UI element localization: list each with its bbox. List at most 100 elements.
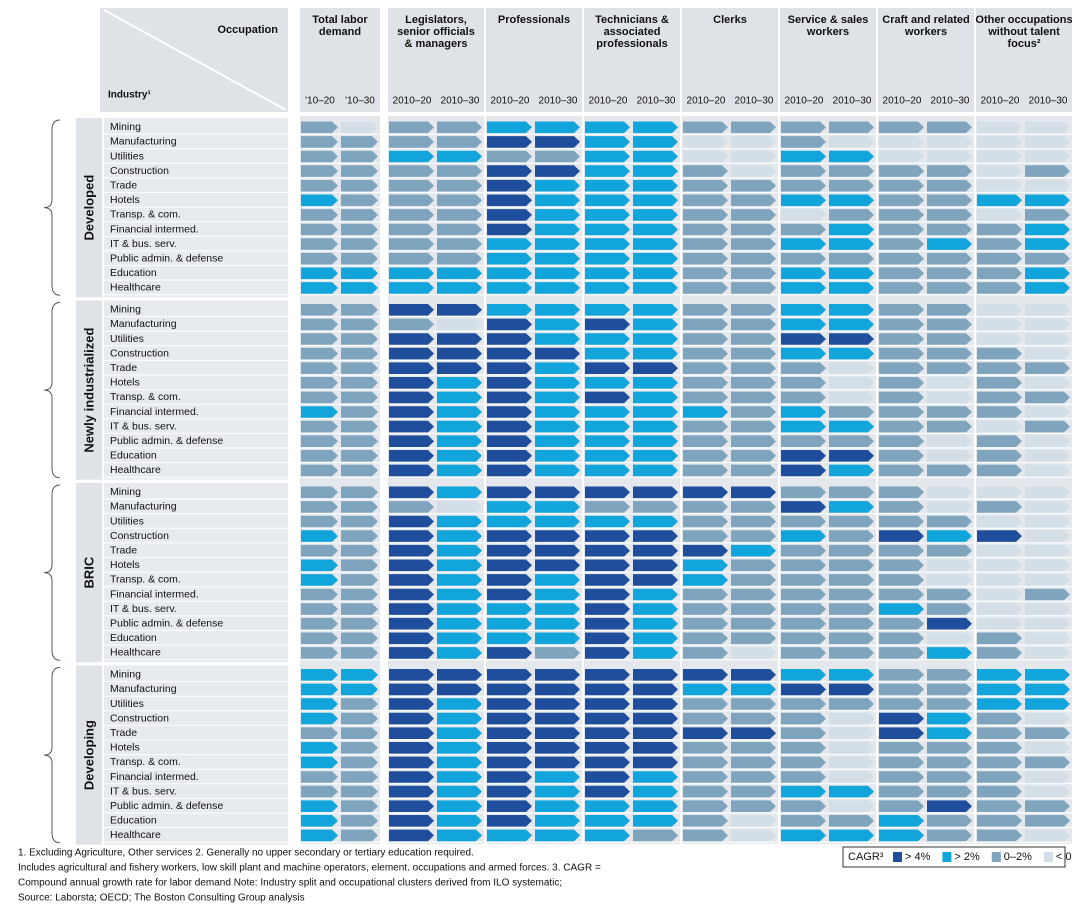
cell-chevron bbox=[781, 252, 826, 265]
cell-chevron bbox=[829, 136, 874, 148]
period-label: 2010–30 bbox=[1029, 96, 1068, 107]
cell-chevron bbox=[301, 647, 338, 659]
cell-chevron bbox=[683, 179, 728, 192]
cell-chevron bbox=[301, 420, 338, 433]
cell-chevron bbox=[341, 194, 378, 207]
industry-label: Education bbox=[110, 815, 157, 827]
cell-chevron bbox=[301, 391, 338, 404]
group-label-band bbox=[76, 118, 102, 298]
cell-chevron bbox=[731, 632, 776, 645]
footnote: Includes agricultural and fishery worker… bbox=[18, 863, 601, 874]
cell-chevron bbox=[389, 435, 434, 447]
cell-chevron bbox=[1025, 304, 1070, 316]
cell-chevron bbox=[389, 712, 434, 725]
cell-chevron bbox=[437, 238, 482, 250]
cell-chevron bbox=[437, 304, 482, 316]
industry-label: Mining bbox=[110, 669, 141, 681]
cell-chevron bbox=[535, 588, 580, 601]
cell-chevron bbox=[437, 742, 482, 754]
cell-chevron bbox=[829, 252, 874, 265]
cell-chevron bbox=[1025, 617, 1070, 630]
cell-chevron bbox=[585, 304, 630, 316]
cell-chevron bbox=[1025, 252, 1070, 265]
industry-label: Construction bbox=[110, 165, 169, 177]
cell-chevron bbox=[731, 588, 776, 601]
cell-chevron bbox=[977, 800, 1022, 812]
cell-chevron bbox=[437, 267, 482, 280]
cell-chevron bbox=[977, 785, 1022, 798]
cell-chevron bbox=[585, 727, 630, 739]
cell-chevron bbox=[731, 136, 776, 148]
cell-chevron bbox=[633, 347, 678, 360]
cell-chevron bbox=[633, 318, 678, 331]
cell-chevron bbox=[487, 530, 532, 542]
cell-chevron bbox=[829, 574, 874, 586]
cell-chevron bbox=[389, 530, 434, 542]
cell-chevron bbox=[633, 362, 678, 374]
cell-chevron bbox=[585, 544, 630, 557]
cell-chevron bbox=[879, 486, 924, 499]
cell-chevron bbox=[585, 165, 630, 177]
cell-chevron bbox=[879, 267, 924, 280]
cell-chevron bbox=[389, 815, 434, 827]
cell-chevron bbox=[829, 712, 874, 725]
cell-chevron bbox=[1025, 165, 1070, 177]
cell-chevron bbox=[535, 530, 580, 542]
cell-chevron bbox=[535, 544, 580, 557]
cell-chevron bbox=[683, 829, 728, 842]
cell-chevron bbox=[829, 194, 874, 207]
cell-chevron bbox=[585, 209, 630, 221]
cell-chevron bbox=[1025, 318, 1070, 331]
cell-chevron bbox=[301, 209, 338, 221]
industry-label: Manufacturing bbox=[110, 318, 177, 330]
cell-chevron bbox=[585, 756, 630, 769]
cell-chevron bbox=[341, 121, 378, 134]
cell-chevron bbox=[683, 282, 728, 294]
cell-chevron bbox=[487, 304, 532, 316]
cell-chevron bbox=[437, 362, 482, 374]
cell-chevron bbox=[927, 464, 972, 477]
cell-chevron bbox=[341, 530, 378, 542]
cell-chevron bbox=[389, 165, 434, 177]
cell-chevron bbox=[437, 223, 482, 236]
cell-chevron bbox=[437, 530, 482, 542]
cell-chevron bbox=[633, 574, 678, 586]
cell-chevron bbox=[1025, 785, 1070, 798]
group-brace bbox=[43, 302, 61, 479]
industry-label: Public admin. & defense bbox=[110, 800, 223, 812]
cell-chevron bbox=[487, 574, 532, 586]
cell-chevron bbox=[927, 588, 972, 601]
cell-chevron bbox=[301, 632, 338, 645]
cell-chevron bbox=[781, 391, 826, 404]
cell-chevron bbox=[1025, 179, 1070, 192]
cell-chevron bbox=[977, 632, 1022, 645]
cell-chevron bbox=[927, 683, 972, 696]
cell-chevron bbox=[781, 223, 826, 236]
cell-chevron bbox=[829, 501, 874, 513]
cell-chevron bbox=[389, 304, 434, 316]
cell-chevron bbox=[781, 559, 826, 572]
cell-chevron bbox=[977, 406, 1022, 418]
cell-chevron bbox=[1025, 450, 1070, 462]
cell-chevron bbox=[633, 515, 678, 528]
cell-chevron bbox=[437, 318, 482, 331]
cell-chevron bbox=[585, 391, 630, 404]
group-label-band bbox=[76, 665, 102, 845]
cell-chevron bbox=[879, 756, 924, 769]
cell-chevron bbox=[633, 435, 678, 447]
cell-chevron bbox=[487, 647, 532, 659]
cell-chevron bbox=[341, 756, 378, 769]
cell-chevron bbox=[585, 333, 630, 345]
cell-chevron bbox=[585, 194, 630, 207]
cell-chevron bbox=[301, 150, 338, 163]
cell-chevron bbox=[977, 647, 1022, 659]
industry-label: Manufacturing bbox=[110, 136, 177, 148]
cell-chevron bbox=[341, 238, 378, 250]
cell-chevron bbox=[829, 800, 874, 812]
cell-chevron bbox=[977, 282, 1022, 294]
cell-chevron bbox=[879, 136, 924, 148]
cell-chevron bbox=[585, 559, 630, 572]
cell-chevron bbox=[977, 574, 1022, 586]
cell-chevron bbox=[781, 683, 826, 696]
cell-chevron bbox=[829, 829, 874, 842]
